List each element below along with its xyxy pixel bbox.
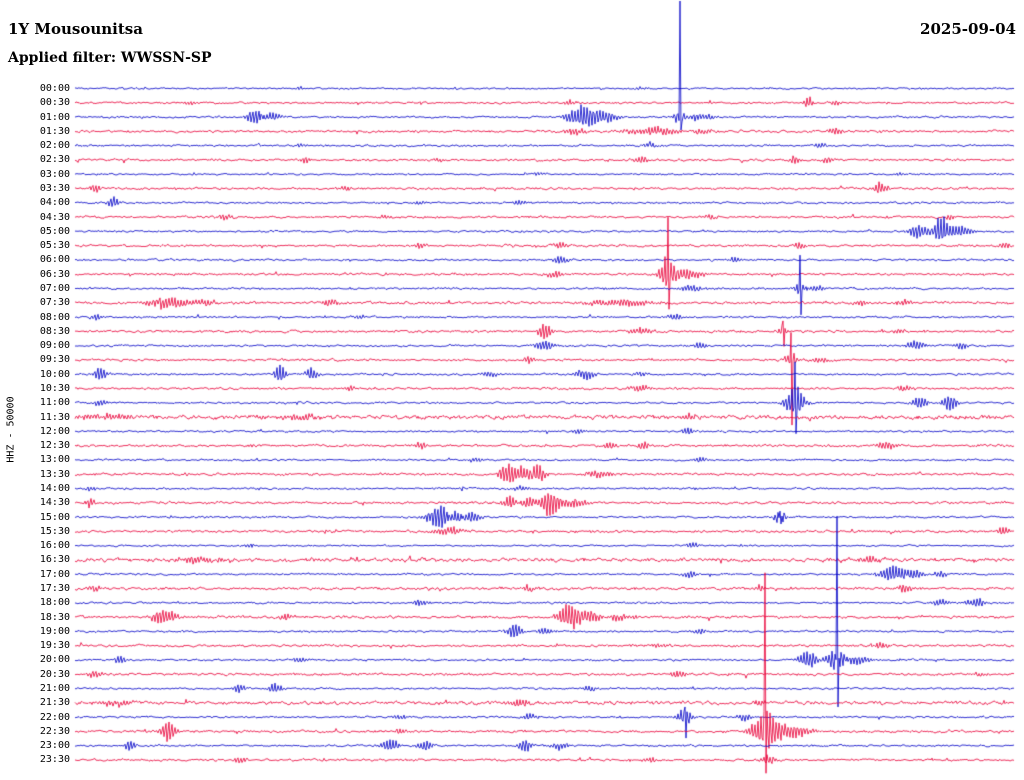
date-label: 2025-09-04 bbox=[920, 20, 1016, 38]
time-label: 17:00 bbox=[39, 568, 70, 580]
y-axis-label: HHZ - 50000 bbox=[5, 396, 17, 463]
time-label: 15:00 bbox=[39, 511, 70, 523]
time-label: 07:30 bbox=[39, 297, 70, 309]
time-label: 13:30 bbox=[39, 468, 70, 480]
time-label: 13:00 bbox=[39, 454, 70, 466]
time-label: 06:30 bbox=[39, 268, 70, 280]
time-label: 18:00 bbox=[39, 597, 70, 609]
time-label: 05:00 bbox=[39, 225, 70, 237]
time-label: 15:30 bbox=[39, 525, 70, 537]
time-label: 01:30 bbox=[39, 125, 70, 137]
time-label: 16:30 bbox=[39, 554, 70, 566]
time-label: 02:00 bbox=[39, 140, 70, 152]
time-label: 06:00 bbox=[39, 254, 70, 266]
time-label: 01:00 bbox=[39, 111, 70, 123]
time-label: 09:30 bbox=[39, 354, 70, 366]
time-label: 03:30 bbox=[39, 183, 70, 194]
time-label: 08:00 bbox=[39, 311, 70, 323]
time-label: 10:30 bbox=[39, 383, 70, 395]
time-label: 02:30 bbox=[39, 154, 70, 166]
time-label: 23:30 bbox=[39, 754, 70, 766]
time-label: 23:00 bbox=[39, 740, 70, 752]
time-label: 17:30 bbox=[39, 583, 70, 595]
time-label: 08:30 bbox=[39, 325, 70, 337]
time-label: 04:00 bbox=[39, 197, 70, 209]
time-label: 10:00 bbox=[39, 368, 70, 380]
filter-label: Applied filter: WWSSN-SP bbox=[8, 50, 212, 66]
time-label: 07:00 bbox=[39, 283, 70, 295]
time-label: 14:00 bbox=[39, 483, 70, 495]
time-label: 19:00 bbox=[39, 625, 70, 637]
time-label: 20:30 bbox=[39, 668, 70, 680]
time-label: 05:30 bbox=[39, 240, 70, 252]
time-label: 19:30 bbox=[39, 640, 70, 652]
time-label: 22:30 bbox=[39, 725, 70, 737]
station-title: 1Y Mousounitsa bbox=[8, 20, 143, 38]
time-label: 00:30 bbox=[39, 97, 70, 109]
time-label: 12:00 bbox=[39, 425, 70, 437]
time-label: 11:00 bbox=[39, 397, 70, 409]
time-label: 20:00 bbox=[39, 654, 70, 666]
time-label: 09:00 bbox=[39, 340, 70, 352]
time-label: 18:30 bbox=[39, 611, 70, 623]
time-label: 11:30 bbox=[39, 411, 70, 423]
time-label: 22:00 bbox=[39, 711, 70, 723]
time-label: 14:30 bbox=[39, 497, 70, 509]
time-label: 21:00 bbox=[39, 683, 70, 695]
time-label: 21:30 bbox=[39, 697, 70, 709]
time-label: 16:00 bbox=[39, 540, 70, 552]
time-label: 04:30 bbox=[39, 211, 70, 223]
time-label: 12:30 bbox=[39, 440, 70, 452]
time-label: 03:00 bbox=[39, 168, 70, 180]
time-label: 00:00 bbox=[39, 83, 70, 94]
